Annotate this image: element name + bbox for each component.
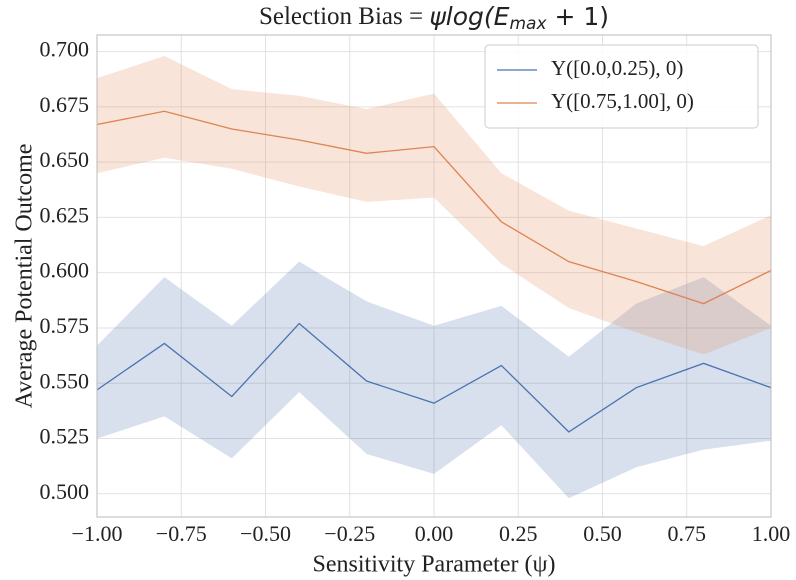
y-tick-label: 0.600 [40,258,90,283]
legend: Y([0.0,0.25), 0) Y([0.75,1.00], 0) [484,44,759,129]
x-tick-label: 0.00 [415,521,454,546]
x-tick-label: −0.50 [240,521,291,546]
plot-frame [96,34,772,518]
x-tick-label: 0.25 [499,521,538,546]
series-line [96,322,772,433]
title-subscript: max [509,14,547,34]
confidence-band [97,261,771,499]
legend-label: Y([0.0,0.25), 0) [551,56,683,80]
x-axis-label: Sensitivity Parameter (ψ) [313,552,556,578]
x-tick-label: −1.00 [72,521,123,546]
y-tick-label: 0.525 [40,424,90,449]
y-axis-label: Average Potential Outcome [12,144,38,409]
x-tick-label: −0.25 [324,521,375,546]
x-tick-label: −0.75 [156,521,207,546]
title-math: ψlog(E [429,2,509,31]
title-text: Selection Bias = [259,3,429,30]
x-tick-label: 1.00 [752,521,791,546]
y-tick-label: 0.500 [40,479,90,504]
y-tick-label: 0.550 [40,368,90,393]
series-line [96,110,772,305]
x-tick-label: 0.50 [583,521,622,546]
title-math-end: + 1) [547,2,610,31]
y-tick-label: 0.700 [40,37,90,62]
legend-label: Y([0.75,1.00], 0) [551,89,694,113]
y-tick-label: 0.575 [40,313,90,338]
legend-box [484,44,759,129]
chart-title: Selection Bias = ψlog(Emax + 1) [259,2,609,34]
x-tick-label: 0.75 [668,521,707,546]
y-tick-label: 0.625 [40,202,90,227]
y-tick-label: 0.650 [40,147,90,172]
y-tick-label: 0.675 [40,92,90,117]
confidence-band [97,56,771,355]
